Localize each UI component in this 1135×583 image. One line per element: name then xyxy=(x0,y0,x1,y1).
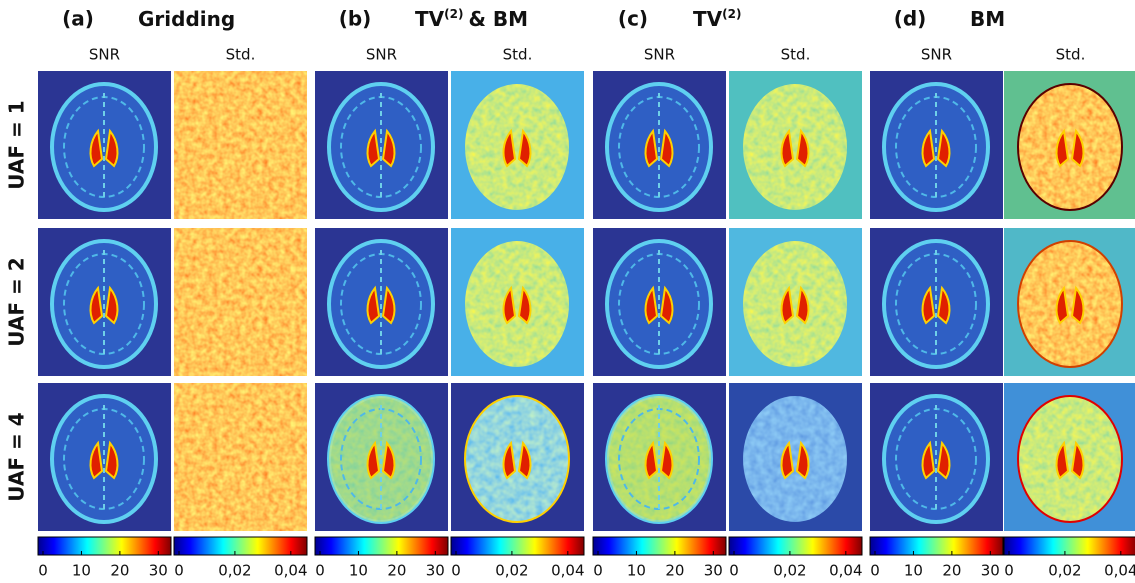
colorbar-label: 0 xyxy=(315,562,325,580)
colorbar-label: 0,02 xyxy=(773,562,806,580)
title-part: & BM xyxy=(468,7,528,31)
mri-image xyxy=(729,228,862,376)
colorbar-label: 0 xyxy=(451,562,461,580)
title-part: (2) xyxy=(444,7,463,21)
colorbar-label: 10 xyxy=(627,562,646,580)
colorbar-label: 0,02 xyxy=(218,562,251,580)
title-part: Gridding xyxy=(138,7,235,31)
noise xyxy=(174,383,307,531)
colorbar xyxy=(1004,537,1135,555)
mri-image xyxy=(451,71,584,219)
colorbar xyxy=(870,537,1003,555)
mri-image xyxy=(729,71,862,219)
mri-image xyxy=(174,71,307,219)
image-caption: Std. xyxy=(503,46,533,64)
row-label: UAF = 4 xyxy=(5,412,29,501)
mri-image xyxy=(870,383,1003,531)
panel-label: (c) xyxy=(618,7,648,31)
image-caption: SNR xyxy=(921,46,952,64)
mri-image xyxy=(729,383,862,531)
panel-title: BM xyxy=(970,7,1005,31)
mri-image xyxy=(1004,383,1135,531)
colorbar-label: 0,02 xyxy=(495,562,528,580)
colorbar xyxy=(38,537,171,555)
colorbar-label: 0 xyxy=(729,562,739,580)
panel-title: TV(2) & BM xyxy=(415,7,528,31)
panel-title: Gridding xyxy=(138,7,235,31)
colorbar xyxy=(451,537,584,555)
colorbar-label: 20 xyxy=(665,562,684,580)
colorbar xyxy=(593,537,726,555)
title-part: BM xyxy=(970,7,1005,31)
colorbar-label: 0 xyxy=(174,562,184,580)
colorbar xyxy=(315,537,448,555)
colorbar-label: 0,04 xyxy=(274,562,307,580)
colorbar-label: 0 xyxy=(593,562,603,580)
title-part: (2) xyxy=(722,7,741,21)
image-caption: SNR xyxy=(366,46,397,64)
colorbar-label: 0,04 xyxy=(1104,562,1135,580)
colorbar-label: 30 xyxy=(426,562,445,580)
colorbar-label: 10 xyxy=(72,562,91,580)
colorbar-label: 0,04 xyxy=(551,562,584,580)
image-caption: Std. xyxy=(226,46,256,64)
figure: (a)GriddingSNR0102030Std.00,020,04(b)TV(… xyxy=(0,0,1135,583)
image-caption: SNR xyxy=(644,46,675,64)
mri-image xyxy=(593,228,726,376)
colorbar-label: 0 xyxy=(38,562,48,580)
mri-image xyxy=(1004,71,1135,219)
mri-image xyxy=(870,71,1003,219)
mri-image xyxy=(593,383,726,531)
panel-label: (b) xyxy=(339,7,372,31)
panel-label: (a) xyxy=(62,7,94,31)
colorbar-label: 30 xyxy=(704,562,723,580)
mri-image xyxy=(593,71,726,219)
colorbar-label: 20 xyxy=(387,562,406,580)
colorbar-label: 0 xyxy=(1004,562,1014,580)
title-part: TV xyxy=(415,7,445,31)
mri-image xyxy=(315,228,448,376)
mri-image xyxy=(174,228,307,376)
panel-label: (d) xyxy=(894,7,927,31)
mri-image xyxy=(1004,228,1135,376)
colorbar-label: 0 xyxy=(870,562,880,580)
mri-image xyxy=(38,228,171,376)
colorbar-label: 30 xyxy=(149,562,168,580)
row-label: UAF = 1 xyxy=(5,100,29,189)
colorbar-label: 0,04 xyxy=(829,562,862,580)
mri-image xyxy=(38,71,171,219)
title-part: TV xyxy=(693,7,723,31)
mri-image xyxy=(315,71,448,219)
mri-image xyxy=(315,383,448,531)
image-caption: Std. xyxy=(1056,46,1086,64)
noise xyxy=(174,71,307,219)
colorbar-label: 10 xyxy=(349,562,368,580)
colorbar xyxy=(729,537,862,555)
image-caption: SNR xyxy=(89,46,120,64)
colorbar xyxy=(174,537,307,555)
image-caption: Std. xyxy=(781,46,811,64)
colorbar-label: 20 xyxy=(110,562,129,580)
mri-image xyxy=(870,228,1003,376)
row-label: UAF = 2 xyxy=(5,257,29,346)
mri-image xyxy=(451,383,584,531)
mri-image xyxy=(174,383,307,531)
colorbar-label: 10 xyxy=(904,562,923,580)
noise xyxy=(174,228,307,376)
colorbar-label: 30 xyxy=(981,562,1000,580)
colorbar-label: 0,02 xyxy=(1048,562,1081,580)
mri-image xyxy=(451,228,584,376)
mri-image xyxy=(38,383,171,531)
colorbar-label: 20 xyxy=(942,562,961,580)
panel-title: TV(2) xyxy=(693,7,741,31)
